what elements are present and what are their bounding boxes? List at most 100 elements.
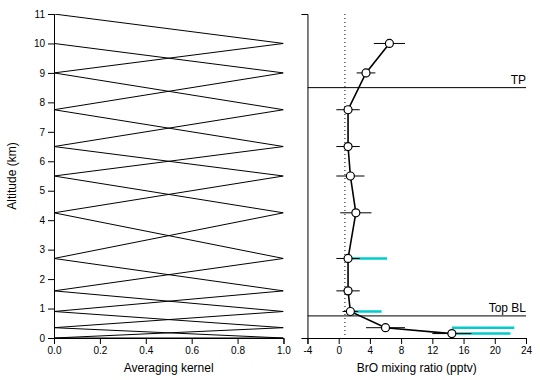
point bbox=[352, 209, 360, 217]
plot-area bbox=[54, 14, 283, 338]
tick: 20 bbox=[490, 338, 502, 356]
x-axis-title: BrO mixing ratio (pptv) bbox=[357, 361, 477, 375]
tick-mark bbox=[401, 338, 402, 344]
tick-mark bbox=[526, 338, 527, 344]
tick-label: 0.8 bbox=[231, 345, 245, 356]
point bbox=[344, 106, 352, 114]
tick: 2 bbox=[39, 274, 54, 285]
tick-label: 20 bbox=[490, 345, 502, 356]
kernel-line bbox=[54, 110, 283, 176]
tick-mark bbox=[48, 191, 54, 192]
tick-label: 8 bbox=[39, 97, 45, 108]
tick: 1.0 bbox=[277, 338, 291, 356]
point bbox=[448, 330, 456, 338]
tick: 3 bbox=[39, 244, 54, 255]
tick-mark bbox=[146, 338, 147, 344]
kernel-line bbox=[54, 147, 283, 213]
tick-mark bbox=[339, 338, 340, 344]
tick-mark bbox=[48, 309, 54, 310]
line-label: Top BL bbox=[489, 301, 527, 315]
tick-label: 5 bbox=[39, 185, 45, 196]
tick-label: 3 bbox=[39, 244, 45, 255]
kernel-line bbox=[54, 43, 283, 109]
tick-label: 7 bbox=[39, 127, 45, 138]
tick-label: 1 bbox=[39, 303, 45, 314]
x-axis: -4 0 4 8 12 16 20 24 bbox=[304, 338, 533, 356]
tick: 0 bbox=[336, 338, 342, 356]
tick-label: 10 bbox=[34, 38, 46, 49]
point bbox=[382, 324, 390, 332]
tick-label: 1.0 bbox=[277, 345, 291, 356]
tick-mark bbox=[283, 338, 284, 344]
panel: -4 0 4 8 12 16 20 24 TP Top BL BrO mixing ratio (p… bbox=[301, 14, 532, 375]
axis-line bbox=[48, 15, 55, 339]
tick: 0.2 bbox=[93, 338, 107, 356]
tick: 6 bbox=[39, 156, 54, 167]
tick: 9 bbox=[39, 68, 54, 79]
x-axis: 0.0 0.2 0.4 0.6 0.8 1.0 bbox=[48, 338, 292, 356]
point bbox=[362, 69, 370, 77]
tick-label: 11 bbox=[35, 9, 46, 20]
tick-mark bbox=[48, 43, 54, 44]
tick: 12 bbox=[427, 338, 439, 356]
tick-label: 24 bbox=[521, 345, 533, 356]
point bbox=[346, 172, 354, 180]
tick: 24 bbox=[521, 338, 533, 356]
kernel-line bbox=[54, 14, 283, 73]
tick-label: 4 bbox=[39, 215, 45, 226]
tick: -4 bbox=[304, 338, 313, 356]
kernel-line bbox=[54, 213, 283, 291]
tick-mark bbox=[48, 220, 54, 221]
tick: 4 bbox=[368, 338, 374, 356]
y-axis bbox=[301, 15, 308, 339]
tick-label: 2 bbox=[39, 274, 45, 285]
tick: 0.4 bbox=[139, 338, 153, 356]
axis-line bbox=[308, 339, 527, 345]
y-axis: 0 1 2 3 4 5 6 7 8 9 10 11 bbox=[34, 9, 55, 344]
tick: 0.6 bbox=[185, 338, 199, 356]
tick-label: 12 bbox=[427, 345, 439, 356]
tick-label: 16 bbox=[458, 345, 470, 356]
tick-mark bbox=[432, 338, 433, 344]
tick-mark bbox=[48, 73, 54, 74]
axis-line bbox=[301, 15, 308, 339]
tick-label: 0 bbox=[336, 345, 342, 356]
tick-mark bbox=[48, 102, 54, 103]
point bbox=[344, 254, 352, 262]
tick-label: 0.6 bbox=[185, 345, 199, 356]
tick-label: 8 bbox=[399, 345, 405, 356]
horizontal-line bbox=[307, 315, 526, 316]
kernel-line bbox=[54, 291, 283, 328]
point bbox=[346, 307, 354, 315]
tick-mark bbox=[48, 250, 54, 251]
kernel-line bbox=[54, 328, 283, 338]
tick-label: 0 bbox=[39, 333, 45, 344]
tick-mark bbox=[48, 279, 54, 280]
panel: 0.0 0.2 0.4 0.6 0.8 1.0 0 1 2 3 4 5 6 7 8 9 10 11 Averagin… bbox=[5, 9, 291, 375]
tick-label: 0.2 bbox=[93, 345, 107, 356]
tick-mark bbox=[48, 338, 54, 339]
tick-mark bbox=[48, 161, 54, 162]
kernel-line bbox=[54, 176, 283, 258]
line-label: TP bbox=[511, 73, 526, 87]
tick-mark bbox=[48, 14, 54, 15]
tick-label: 0.0 bbox=[48, 345, 62, 356]
tick: 11 bbox=[35, 9, 54, 20]
tick: 5 bbox=[39, 185, 54, 196]
tick: 10 bbox=[34, 38, 54, 49]
tick: 0.0 bbox=[48, 338, 62, 356]
tick: 0.8 bbox=[231, 338, 245, 356]
tick-mark bbox=[238, 338, 239, 344]
upper-error-bar bbox=[452, 326, 514, 329]
tick-label: 6 bbox=[39, 156, 45, 167]
point bbox=[385, 39, 393, 47]
kernel-line bbox=[54, 258, 283, 311]
plot-area bbox=[307, 14, 526, 338]
tick: 7 bbox=[39, 127, 54, 138]
axis-line bbox=[55, 339, 284, 345]
x-axis-title: Averaging kernel bbox=[124, 361, 214, 375]
tick-label: 4 bbox=[368, 345, 374, 356]
kernel-line bbox=[54, 73, 283, 147]
tick: 1 bbox=[39, 303, 54, 314]
point bbox=[344, 287, 352, 295]
